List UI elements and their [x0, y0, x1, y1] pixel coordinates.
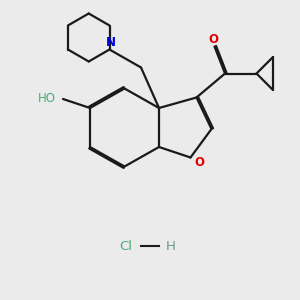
- Text: H: H: [166, 239, 176, 253]
- Text: HO: HO: [38, 92, 56, 105]
- Text: N: N: [106, 35, 116, 49]
- Text: Cl: Cl: [119, 239, 133, 253]
- Text: O: O: [194, 155, 204, 169]
- Text: O: O: [208, 33, 218, 46]
